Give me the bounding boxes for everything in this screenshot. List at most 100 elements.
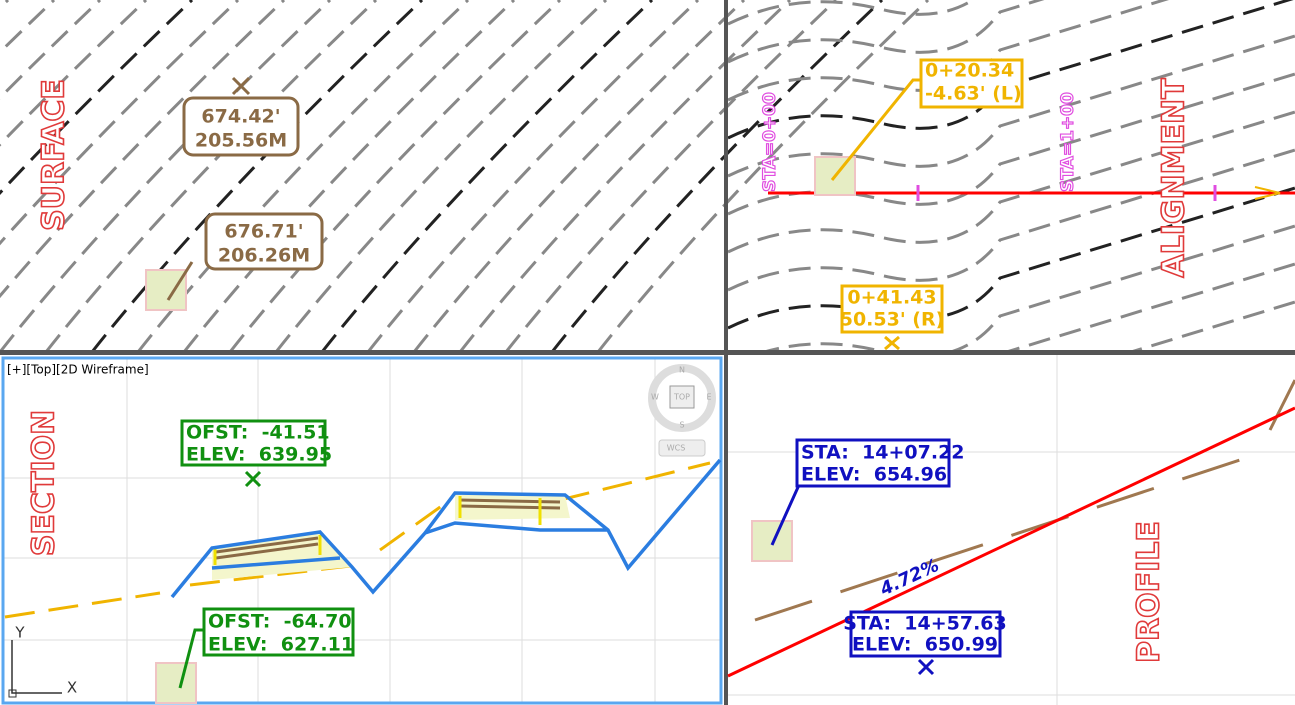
label-text: 50.53' (R) — [840, 309, 945, 331]
viewport-divider — [0, 350, 1295, 355]
label-box — [204, 212, 324, 271]
contour — [182, 0, 516, 352]
pavement-layer — [215, 498, 561, 560]
viewcube-ring[interactable] — [648, 364, 716, 432]
contour — [596, 0, 930, 352]
x-marker — [231, 76, 251, 96]
label-box — [849, 610, 1002, 658]
contour — [0, 0, 240, 246]
viewcube-text[interactable]: TOP — [673, 393, 690, 402]
label-box — [180, 419, 327, 467]
leader — [166, 261, 194, 301]
profile-line — [727, 406, 1295, 678]
pavement-fill — [212, 493, 570, 580]
viewcube-face[interactable] — [669, 385, 695, 409]
contour — [550, 0, 884, 352]
label-text: 206.26M — [218, 245, 310, 267]
viewcube-text[interactable]: N — [679, 366, 685, 375]
contour — [1001, 262, 1295, 352]
station-tick — [916, 185, 1217, 201]
contour — [759, 224, 1295, 352]
contour — [0, 0, 332, 352]
contour — [0, 0, 148, 147]
x-marker — [884, 335, 900, 351]
contour — [412, 0, 746, 352]
contour — [366, 0, 700, 352]
contour — [727, 34, 1295, 178]
contour — [727, 148, 1295, 292]
ucs-label: X — [67, 679, 77, 697]
label-text: 676.71' — [224, 221, 303, 243]
label-text: OFST: -64.70 — [208, 611, 352, 633]
station-label: STA=0+00 — [760, 92, 780, 192]
contour — [1125, 300, 1295, 352]
ucs-origin — [8, 689, 17, 698]
label-box — [202, 607, 355, 657]
label-text: STA: 14+57.63 — [843, 613, 1007, 635]
label-box — [919, 58, 1024, 109]
label-box — [840, 284, 944, 334]
viewcube-text[interactable]: S — [679, 421, 684, 430]
grip[interactable] — [751, 520, 793, 562]
contour — [0, 0, 194, 196]
section-profile — [170, 458, 722, 599]
label-text: ELEV: 627.11 — [208, 634, 354, 656]
contour — [228, 0, 562, 352]
label-text: 0+20.34 — [925, 60, 1014, 82]
contour — [727, 0, 1294, 140]
label-text: OFST: -41.51 — [186, 422, 330, 444]
profile-title: PROFILE — [1132, 521, 1167, 663]
existing-ground — [1268, 379, 1295, 431]
label-text: ELEV: 639.95 — [186, 444, 332, 466]
grip[interactable] — [155, 662, 197, 704]
contour — [274, 0, 608, 352]
label-text: ELEV: 650.99 — [852, 634, 998, 656]
section-title: SECTION — [27, 410, 62, 556]
surface-title: SURFACE — [37, 79, 72, 231]
contour — [727, 110, 1295, 254]
direction-arrow — [1254, 186, 1281, 200]
ucs-label: Y — [14, 624, 25, 642]
leader — [178, 628, 204, 689]
wcs-text[interactable]: WCS — [667, 444, 686, 453]
contour — [0, 0, 102, 100]
contour — [727, 0, 976, 26]
ground-line — [4, 461, 711, 619]
x-marker — [917, 658, 935, 676]
viewcube[interactable]: TOP N W E S WCS — [648, 364, 716, 457]
contour — [90, 0, 424, 352]
ucs-icon — [11, 640, 62, 694]
x-marker — [244, 470, 262, 488]
label-text: ELEV: 654.96 — [801, 464, 947, 486]
label-text: 674.42' — [201, 106, 280, 128]
label-text: -4.63' (L) — [925, 83, 1022, 105]
viewport-label[interactable]: [+][Top][2D Wireframe] — [7, 363, 149, 377]
wcs-menu[interactable] — [658, 439, 706, 457]
station-label: STA=1+00 — [1058, 92, 1078, 192]
viewcube-text[interactable]: E — [706, 393, 711, 402]
label-box — [795, 438, 951, 488]
contour — [320, 0, 654, 352]
contour — [504, 0, 838, 352]
grade-label: 4.72% — [876, 555, 942, 601]
contour — [458, 0, 792, 352]
label-box — [182, 96, 300, 157]
contour — [0, 0, 286, 299]
contour — [136, 0, 470, 352]
contour — [0, 0, 10, 10]
pavement-edge — [213, 496, 542, 565]
label-text: 0+41.43 — [847, 287, 936, 309]
label-text: STA: 14+07.22 — [801, 442, 965, 464]
contour — [44, 0, 378, 352]
leader — [830, 78, 921, 181]
contour — [727, 186, 1295, 330]
contour — [727, 0, 1045, 64]
alignment-title: ALIGNMENT — [1157, 78, 1192, 278]
label-text: 205.56M — [195, 130, 287, 152]
active-viewport-border[interactable] — [1, 356, 723, 705]
contour — [727, 72, 1295, 216]
grip[interactable] — [145, 269, 187, 311]
viewcube-text[interactable]: W — [651, 393, 659, 402]
